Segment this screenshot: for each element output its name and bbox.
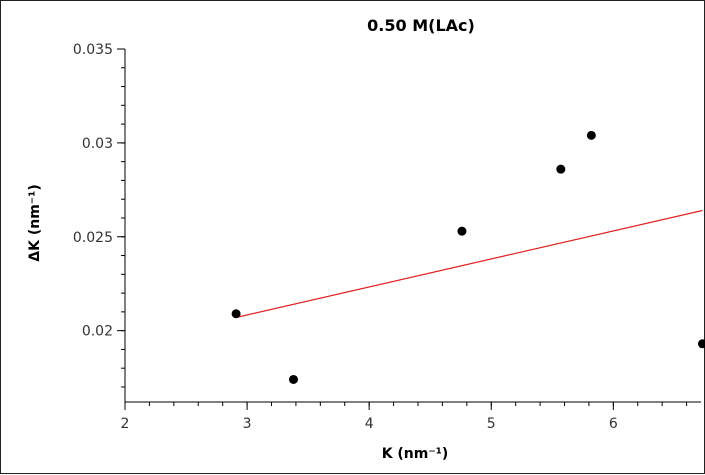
y-axis-label: ΔK (nm⁻¹) bbox=[27, 184, 43, 261]
data-point bbox=[457, 226, 467, 236]
data-points-layer bbox=[231, 130, 705, 384]
x-tick-label: 2 bbox=[121, 416, 130, 432]
fit-line bbox=[235, 209, 703, 319]
y-tick-label: 0.025 bbox=[73, 230, 113, 246]
data-point bbox=[288, 374, 298, 384]
data-point bbox=[586, 130, 596, 140]
axes: 2 3 4 5 6 0.02 0.025 0.03 0.035 bbox=[73, 42, 701, 432]
y-tick-label: 0.03 bbox=[82, 136, 113, 152]
x-tick-label: 5 bbox=[487, 416, 496, 432]
chart-title: 0.50 M(LAc) bbox=[367, 16, 475, 35]
y-tick-label: 0.035 bbox=[73, 42, 113, 58]
x-tick-label: 4 bbox=[365, 416, 374, 432]
fit-line-layer bbox=[235, 209, 703, 319]
data-point bbox=[231, 309, 241, 319]
x-tick-label: 3 bbox=[243, 416, 252, 432]
data-point bbox=[556, 164, 566, 174]
x-tick-label: 6 bbox=[609, 416, 618, 432]
data-point bbox=[697, 339, 705, 349]
x-axis-label: K (nm⁻¹) bbox=[382, 446, 449, 462]
y-tick-label: 0.02 bbox=[82, 324, 113, 340]
